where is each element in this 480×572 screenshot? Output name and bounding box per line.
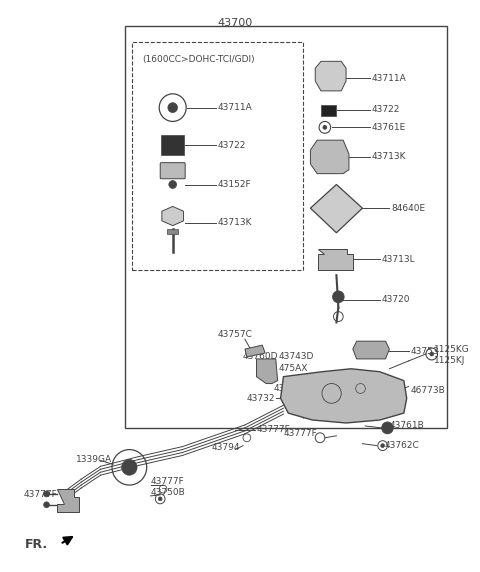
Ellipse shape: [333, 291, 344, 303]
Text: 43713K: 43713K: [372, 152, 407, 161]
FancyBboxPatch shape: [160, 162, 185, 178]
Text: 43743D: 43743D: [278, 352, 314, 362]
Bar: [124, 26, 447, 428]
Ellipse shape: [168, 103, 178, 113]
Text: 43762C: 43762C: [384, 441, 420, 450]
Polygon shape: [162, 206, 183, 225]
Polygon shape: [245, 345, 265, 357]
Polygon shape: [311, 185, 362, 233]
Text: 43760D: 43760D: [243, 352, 278, 362]
Text: 46773B: 46773B: [410, 386, 445, 395]
Text: 43732: 43732: [247, 394, 276, 403]
Ellipse shape: [288, 402, 298, 411]
Text: 43761E: 43761E: [372, 123, 406, 132]
Text: (1600CC>DOHC-TCI/GDI): (1600CC>DOHC-TCI/GDI): [142, 55, 254, 65]
Text: 475AX: 475AX: [278, 364, 308, 374]
Text: FR.: FR.: [25, 538, 48, 551]
Ellipse shape: [44, 502, 49, 508]
Text: 43713L: 43713L: [382, 255, 415, 264]
Text: 43722: 43722: [218, 141, 246, 150]
Bar: [167, 229, 179, 234]
Ellipse shape: [430, 352, 434, 356]
Polygon shape: [57, 489, 79, 512]
Ellipse shape: [121, 459, 137, 475]
Text: 1125KG: 1125KG: [434, 344, 469, 353]
Text: 43757C: 43757C: [218, 330, 253, 339]
Text: 43753: 43753: [410, 347, 439, 356]
Polygon shape: [353, 341, 389, 359]
Text: 43713K: 43713K: [218, 219, 252, 228]
Bar: [132, 42, 303, 270]
Polygon shape: [318, 249, 353, 270]
Ellipse shape: [381, 444, 384, 448]
Text: 43777F: 43777F: [151, 476, 184, 486]
Ellipse shape: [158, 497, 162, 501]
Text: 43750B: 43750B: [151, 488, 185, 498]
Text: 43711A: 43711A: [372, 74, 407, 82]
Text: 84640E: 84640E: [391, 204, 425, 213]
Bar: [321, 105, 336, 116]
Polygon shape: [311, 140, 349, 174]
Text: 43700: 43700: [217, 18, 253, 28]
Ellipse shape: [323, 125, 327, 129]
Text: 43722: 43722: [372, 105, 400, 114]
Ellipse shape: [382, 422, 393, 434]
Text: 43777F: 43777F: [256, 426, 290, 434]
Polygon shape: [315, 61, 346, 91]
Text: 43794: 43794: [211, 443, 240, 452]
Text: 43744: 43744: [274, 384, 302, 393]
Text: 43761B: 43761B: [389, 422, 424, 431]
Polygon shape: [281, 369, 407, 423]
Text: 43711A: 43711A: [218, 103, 252, 112]
Text: 43777F: 43777F: [24, 490, 57, 499]
Text: 1125KJ: 1125KJ: [434, 356, 465, 366]
Ellipse shape: [44, 491, 49, 497]
Polygon shape: [256, 359, 277, 384]
Text: 1339GA: 1339GA: [76, 455, 112, 464]
Text: 43777F: 43777F: [284, 430, 317, 438]
Text: 43152F: 43152F: [218, 180, 252, 189]
Bar: [161, 135, 184, 155]
Ellipse shape: [169, 181, 177, 188]
Text: 43720: 43720: [382, 295, 410, 304]
